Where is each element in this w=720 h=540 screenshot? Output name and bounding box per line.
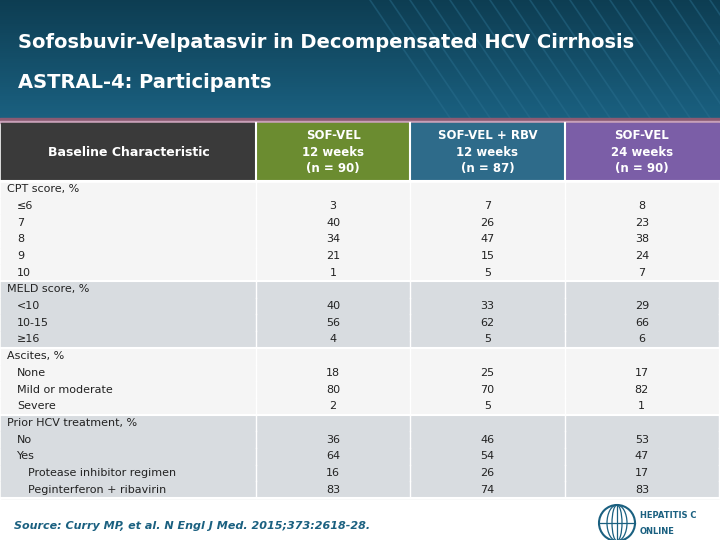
Text: 26: 26 <box>480 218 495 228</box>
Text: HEPATITIS C: HEPATITIS C <box>640 511 696 521</box>
Text: 25: 25 <box>480 368 495 378</box>
Text: Ascites, %: Ascites, % <box>6 351 64 361</box>
Text: 36: 36 <box>326 435 340 444</box>
Text: None: None <box>17 368 46 378</box>
Text: 7: 7 <box>638 268 645 278</box>
Text: 74: 74 <box>480 485 495 495</box>
Text: 40: 40 <box>326 301 340 311</box>
Text: 4: 4 <box>330 334 337 345</box>
Text: 7: 7 <box>17 218 24 228</box>
Text: 2: 2 <box>330 401 337 411</box>
Text: ASTRAL-4: Participants: ASTRAL-4: Participants <box>18 72 271 91</box>
Text: No: No <box>17 435 32 444</box>
Text: 66: 66 <box>635 318 649 328</box>
Text: Mild or moderate: Mild or moderate <box>17 384 112 395</box>
Text: 8: 8 <box>638 201 645 211</box>
Text: 17: 17 <box>635 368 649 378</box>
Text: Protease inhibitor regimen: Protease inhibitor regimen <box>28 468 176 478</box>
Text: 3: 3 <box>330 201 336 211</box>
Text: 47: 47 <box>480 234 495 245</box>
Text: SOF-VEL
24 weeks
(n = 90): SOF-VEL 24 weeks (n = 90) <box>611 129 673 175</box>
Text: SOF-VEL
12 weeks
(n = 90): SOF-VEL 12 weeks (n = 90) <box>302 129 364 175</box>
Text: 56: 56 <box>326 318 340 328</box>
Text: MELD score, %: MELD score, % <box>6 285 89 294</box>
Text: 6: 6 <box>639 334 645 345</box>
Text: SOF-VEL + RBV
12 weeks
(n = 87): SOF-VEL + RBV 12 weeks (n = 87) <box>438 129 537 175</box>
Text: 17: 17 <box>635 468 649 478</box>
Text: <10: <10 <box>17 301 40 311</box>
Text: 5: 5 <box>484 268 491 278</box>
Text: 54: 54 <box>480 451 495 461</box>
Text: 8: 8 <box>17 234 24 245</box>
Text: 15: 15 <box>480 251 495 261</box>
Text: 38: 38 <box>635 234 649 245</box>
Text: Baseline Characteristic: Baseline Characteristic <box>48 145 210 159</box>
Text: 5: 5 <box>484 401 491 411</box>
Text: ONLINE: ONLINE <box>640 526 675 536</box>
Text: 21: 21 <box>326 251 340 261</box>
Text: 16: 16 <box>326 468 340 478</box>
Text: 64: 64 <box>326 451 340 461</box>
Text: 9: 9 <box>17 251 24 261</box>
Text: Sofosbuvir-Velpatasvir in Decompensated HCV Cirrhosis: Sofosbuvir-Velpatasvir in Decompensated … <box>18 32 634 51</box>
Text: 33: 33 <box>480 301 495 311</box>
Text: 7: 7 <box>484 201 491 211</box>
Text: 46: 46 <box>480 435 495 444</box>
Text: 24: 24 <box>635 251 649 261</box>
Text: 34: 34 <box>326 234 340 245</box>
Text: 83: 83 <box>326 485 340 495</box>
Text: 53: 53 <box>635 435 649 444</box>
Text: Peginterferon + ribavirin: Peginterferon + ribavirin <box>28 485 166 495</box>
Text: 5: 5 <box>484 334 491 345</box>
Text: Yes: Yes <box>17 451 35 461</box>
Text: 29: 29 <box>635 301 649 311</box>
Text: 10-15: 10-15 <box>17 318 49 328</box>
Text: 80: 80 <box>326 384 340 395</box>
Text: Severe: Severe <box>17 401 55 411</box>
Text: 70: 70 <box>480 384 495 395</box>
Text: 1: 1 <box>330 268 336 278</box>
Text: 26: 26 <box>480 468 495 478</box>
Text: 82: 82 <box>635 384 649 395</box>
Text: 62: 62 <box>480 318 495 328</box>
Text: 18: 18 <box>326 368 340 378</box>
Text: 10: 10 <box>17 268 31 278</box>
Text: 1: 1 <box>639 401 645 411</box>
Text: Prior HCV treatment, %: Prior HCV treatment, % <box>6 418 137 428</box>
Text: 83: 83 <box>635 485 649 495</box>
Text: 47: 47 <box>635 451 649 461</box>
Text: CPT score, %: CPT score, % <box>6 184 79 194</box>
Text: 23: 23 <box>635 218 649 228</box>
Text: 40: 40 <box>326 218 340 228</box>
Text: Source: Curry MP, et al. N Engl J Med. 2015;373:2618-28.: Source: Curry MP, et al. N Engl J Med. 2… <box>14 521 370 531</box>
Text: ≤6: ≤6 <box>17 201 33 211</box>
Text: ≥16: ≥16 <box>17 334 40 345</box>
